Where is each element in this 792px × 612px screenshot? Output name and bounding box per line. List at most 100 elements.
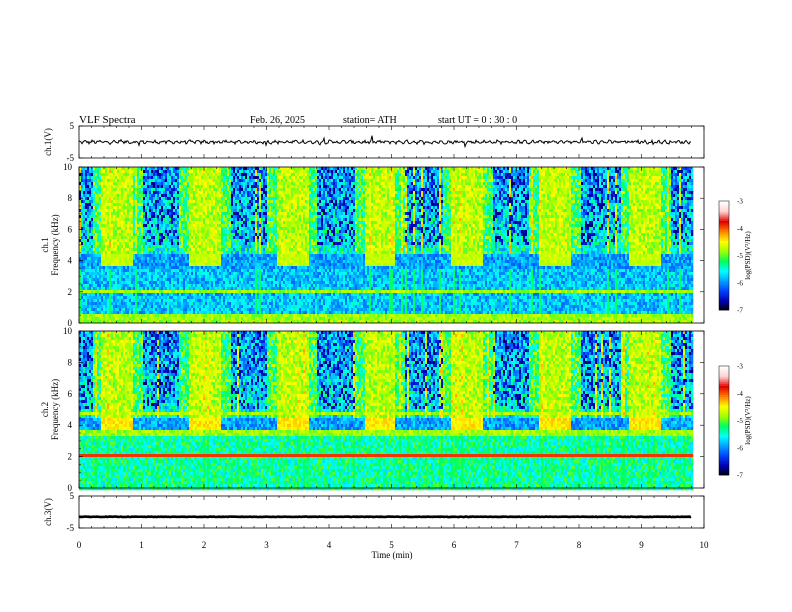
spectrogram-cell xyxy=(207,194,209,197)
spectrogram-cell xyxy=(115,212,117,215)
spectrogram-cell xyxy=(81,173,83,176)
spectrogram-cell xyxy=(151,203,153,206)
spectrogram-cell xyxy=(209,185,211,188)
spectrogram-cell xyxy=(125,182,127,185)
spectrogram-cell xyxy=(211,305,213,308)
spectrogram-cell xyxy=(125,305,127,308)
spectrogram-cell xyxy=(145,200,147,203)
spectrogram-cell xyxy=(215,275,217,278)
spectrogram-cell xyxy=(155,176,157,179)
spectrogram-cell xyxy=(109,221,111,224)
spectrogram-cell xyxy=(141,221,143,224)
spectrogram-cell xyxy=(131,227,133,230)
spectrogram-cell xyxy=(229,215,231,218)
spectrogram-cell xyxy=(223,281,225,284)
spectrogram-cell xyxy=(253,266,255,269)
spectrogram-cell xyxy=(161,197,163,200)
spectrogram-cell xyxy=(213,191,215,194)
spectrogram-cell xyxy=(111,224,113,227)
spectrogram-cell xyxy=(145,206,147,209)
spectrogram-cell xyxy=(217,254,219,257)
spectrogram-cell xyxy=(163,296,165,299)
spectrogram-cell xyxy=(191,296,193,299)
spectrogram-cell xyxy=(247,218,249,221)
spectrogram-cell xyxy=(211,287,213,290)
spectrogram-cell xyxy=(89,296,91,299)
spectrogram-cell xyxy=(115,248,117,251)
spectrogram-cell xyxy=(161,209,163,212)
spectrogram-cell xyxy=(91,236,93,239)
spectrogram-cell xyxy=(91,173,93,176)
spectrogram-cell xyxy=(155,206,157,209)
spectrogram-cell xyxy=(189,200,191,203)
spectrogram-cell xyxy=(131,257,133,260)
spectrogram-cell xyxy=(107,278,109,281)
spectrogram-cell xyxy=(221,314,223,317)
spectrogram-cell xyxy=(173,191,175,194)
spectrogram-cell xyxy=(179,212,181,215)
spectrogram-cell xyxy=(193,167,195,170)
spectrogram-cell xyxy=(161,203,163,206)
spectrogram-cell xyxy=(95,176,97,179)
spectrogram-cell xyxy=(109,269,111,272)
spectrogram-cell xyxy=(221,269,223,272)
spectrogram-cell xyxy=(91,266,93,269)
spectrogram-cell xyxy=(255,239,257,242)
spectrogram-cell xyxy=(265,236,267,239)
spectrogram-cell xyxy=(155,314,157,317)
spectrogram-cell xyxy=(185,194,187,197)
spectrogram-cell xyxy=(235,248,237,251)
spectrogram-cell xyxy=(101,293,103,296)
spectrogram-cell xyxy=(261,182,263,185)
spectrogram-cell xyxy=(125,188,127,191)
spectrogram-cell xyxy=(239,209,241,212)
spectrogram-cell xyxy=(231,194,233,197)
spectrogram-cell xyxy=(127,251,129,254)
spectrogram-cell xyxy=(251,266,253,269)
spectrogram-cell xyxy=(125,230,127,233)
spectrogram-cell xyxy=(161,245,163,248)
spectrogram-cell xyxy=(125,311,127,314)
spectrogram-cell xyxy=(159,296,161,299)
spectrogram-cell xyxy=(169,296,171,299)
spectrogram-cell xyxy=(137,284,139,287)
spectrogram-cell xyxy=(143,182,145,185)
spectrogram-cell xyxy=(179,176,181,179)
spectrogram-cell xyxy=(223,167,225,170)
spectrogram-cell xyxy=(233,302,235,305)
spectrogram-cell xyxy=(261,236,263,239)
spectrogram-cell xyxy=(203,302,205,305)
spectrogram-cell xyxy=(245,200,247,203)
spectrogram-cell xyxy=(137,170,139,173)
spectrogram-cell xyxy=(205,296,207,299)
spectrogram-cell xyxy=(141,209,143,212)
spectrogram-cell xyxy=(259,257,261,260)
spectrogram-cell xyxy=(151,191,153,194)
spectrogram-cell xyxy=(235,317,237,320)
spectrogram-cell xyxy=(113,200,115,203)
spectrogram-cell xyxy=(205,182,207,185)
spectrogram-cell xyxy=(91,227,93,230)
spectrogram-cell xyxy=(223,308,225,311)
spectrogram-cell xyxy=(109,272,111,275)
spectrogram-cell xyxy=(95,173,97,176)
spectrogram-cell xyxy=(181,242,183,245)
spectrogram-cell xyxy=(137,212,139,215)
spectrogram-cell xyxy=(141,269,143,272)
spectrogram-cell xyxy=(227,266,229,269)
spectrogram-cell xyxy=(129,263,131,266)
spectrogram-cell xyxy=(207,206,209,209)
spectrogram-cell xyxy=(117,167,119,170)
spectrogram-cell xyxy=(153,173,155,176)
spectrogram-cell xyxy=(105,254,107,257)
spectrogram-cell xyxy=(167,188,169,191)
spectrogram-cell xyxy=(227,230,229,233)
spectrogram-cell xyxy=(111,278,113,281)
spectrogram-cell xyxy=(171,233,173,236)
spectrogram-cell xyxy=(97,287,99,290)
spectrogram-cell xyxy=(205,299,207,302)
spectrogram-cell xyxy=(245,302,247,305)
spectrogram-cell xyxy=(145,176,147,179)
spectrogram-cell xyxy=(111,179,113,182)
spectrogram-cell xyxy=(123,281,125,284)
